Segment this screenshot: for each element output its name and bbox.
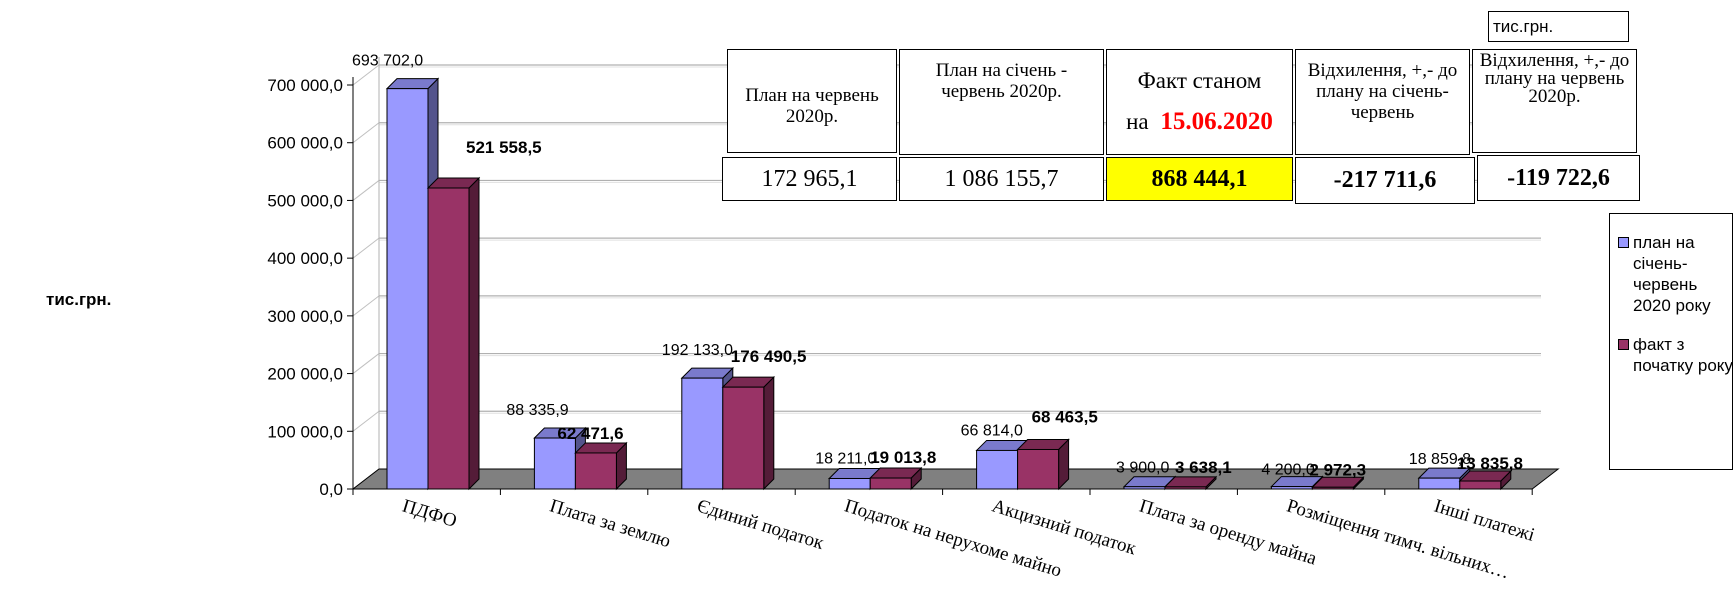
value-deviation-jan-jun: -217 711,6	[1295, 157, 1475, 204]
data-label-fact: 2 972,3	[1309, 460, 1366, 479]
x-category-label: Плата за землю	[547, 496, 673, 553]
value-deviation-june: -119 722,6	[1477, 155, 1640, 201]
y-tick-label: 400 000,0	[267, 249, 343, 268]
x-category-label: Єдиний податок	[695, 496, 827, 555]
data-label-fact: 521 558,5	[466, 138, 542, 157]
header-fact-date: 15.06.2020	[1160, 108, 1273, 135]
y-tick-label: 0,0	[319, 480, 343, 499]
bar-fact-7	[1458, 469, 1513, 491]
header-fact-title: Факт станом	[1137, 68, 1262, 93]
y-tick-label: 300 000,0	[267, 307, 343, 326]
data-label-plan: 4 200,0	[1261, 462, 1314, 479]
bar-front	[386, 88, 429, 490]
bar-front	[1123, 486, 1166, 490]
bar-front	[722, 386, 765, 490]
bar-front	[1270, 486, 1313, 490]
bar-fact-0	[426, 176, 481, 491]
bar-fact-4	[1016, 438, 1070, 491]
bar-front	[828, 477, 871, 490]
header-fact-date-line: на 15.06.2020	[1126, 108, 1273, 136]
x-category-label: Інші платежі	[1432, 496, 1537, 546]
unit-box: тис.грн.	[1488, 11, 1629, 42]
y-axis-unit-label: тис.грн.	[46, 290, 112, 309]
y-tick-label: 500 000,0	[267, 191, 343, 210]
bar-front	[533, 437, 576, 490]
header-fact-prefix: на	[1126, 109, 1149, 134]
chart-legend: план на січень-червень 2020 року факт з …	[1609, 213, 1733, 470]
side-gridline	[352, 295, 380, 317]
bar-fact-1	[574, 441, 628, 491]
bar-fact-5	[1163, 475, 1218, 491]
bar-front	[976, 449, 1019, 490]
data-label-plan: 66 814,0	[961, 422, 1023, 439]
value-plan-jan-jun: 1 086 155,7	[899, 157, 1104, 201]
header-deviation-june: Відхилення, +,- до плану на червень 2020…	[1472, 49, 1637, 153]
bar-front	[574, 452, 617, 490]
side-gridline	[352, 180, 380, 201]
header-deviation-jan-jun: Відхилення, +,- до плану на січень-черве…	[1295, 49, 1470, 155]
data-label-fact: 62 471,6	[557, 424, 623, 443]
bar-front	[869, 477, 912, 490]
x-category-label: ПДФО	[400, 496, 459, 532]
data-label-plan: 18 211,0	[815, 450, 876, 467]
bar-side	[763, 375, 775, 491]
value-plan-june: 172 965,1	[722, 157, 897, 201]
side-gridline	[352, 353, 380, 374]
value-fact: 868 444,1	[1106, 157, 1293, 201]
chart-floor	[351, 468, 1560, 490]
bar-fact-6	[1311, 476, 1365, 491]
side-gridline	[352, 237, 380, 259]
data-label-fact: 3 638,1	[1175, 458, 1232, 477]
legend-label-fact: факт з початку року	[1633, 335, 1733, 375]
bar-front	[1418, 477, 1461, 490]
data-label-fact: 176 490,5	[731, 347, 807, 366]
data-label-fact: 19 013,8	[870, 448, 936, 467]
data-label-plan: 192 133,0	[662, 342, 733, 359]
bar-front	[1459, 480, 1502, 490]
legend-label-plan: план на січень-червень 2020 року	[1633, 233, 1711, 315]
data-label-fact: 68 463,5	[1032, 407, 1098, 426]
bar-front	[1311, 486, 1354, 490]
legend-swatch-plan	[1618, 237, 1629, 248]
header-plan-jan-jun: План на січень - червень 2020р.	[899, 49, 1104, 155]
bar-fact-3	[868, 466, 923, 491]
bar-side	[468, 176, 480, 491]
bar-front	[681, 377, 724, 490]
data-label-fact: 13 835,8	[1457, 454, 1523, 473]
data-label-plan: 693 702,0	[352, 53, 423, 70]
data-label-plan: 88 335,9	[506, 402, 568, 419]
side-gridline	[352, 122, 380, 144]
bar-front	[427, 187, 470, 490]
header-plan-june: План на червень 2020р.	[727, 49, 897, 153]
y-tick-label: 200 000,0	[267, 365, 343, 384]
side-gridline	[352, 410, 380, 432]
bar-front	[1017, 448, 1060, 490]
legend-swatch-fact	[1618, 339, 1629, 350]
bar-fact-2	[721, 375, 776, 491]
y-tick-label: 100 000,0	[267, 422, 343, 441]
side-gridline	[352, 64, 380, 86]
data-label-plan: 18 859,8	[1409, 451, 1471, 468]
data-label-plan: 3 900,0	[1116, 460, 1169, 477]
header-fact: Факт станом на 15.06.2020	[1106, 49, 1293, 155]
y-tick-label: 700 000,0	[267, 76, 343, 95]
bar-front	[1164, 486, 1207, 490]
y-tick-label: 600 000,0	[267, 134, 343, 153]
